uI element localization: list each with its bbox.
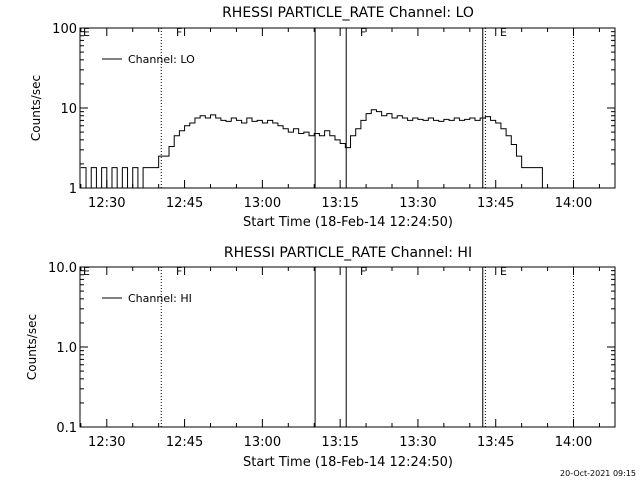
hi-flag-labels: E F F E: [83, 265, 507, 278]
x-tick-label: 12:30: [88, 196, 125, 211]
hi-ticks: 12:30 12:45 13:00 13:15 13:30 13:45 14:00 0.1 1.…: [48, 261, 615, 450]
lo-series: [80, 109, 553, 189]
hi-legend: Channel: HI: [102, 292, 192, 305]
lo-legend: Channel: LO: [102, 53, 195, 66]
hi-flag-f-1: F: [176, 265, 182, 278]
x-tick-label: 13:15: [321, 435, 358, 450]
y-tick-label: 0.1: [56, 421, 77, 436]
hi-chart-title: RHESSI PARTICLE_RATE Channel: HI: [224, 245, 472, 261]
hi-legend-label: Channel: HI: [128, 292, 192, 305]
hi-flag-f-2: F: [360, 265, 366, 278]
lo-ticks: 12:30 12:45 13:00 13:15 13:30 13:45 14:00 1 10 10…: [52, 22, 615, 211]
x-tick-label: 14:00: [555, 435, 592, 450]
x-tick-label: 13:30: [399, 435, 436, 450]
x-tick-label: 12:30: [88, 435, 125, 450]
lo-legend-label: Channel: LO: [128, 53, 195, 66]
x-tick-label: 13:30: [399, 196, 436, 211]
lo-chart-title: RHESSI PARTICLE_RATE Channel: LO: [222, 5, 474, 21]
lo-flag-f-2: F: [360, 26, 366, 39]
x-tick-label: 13:00: [244, 435, 281, 450]
y-tick-label: 1: [69, 182, 77, 197]
lo-plot-frame: [79, 27, 616, 189]
x-tick-label: 13:45: [477, 435, 514, 450]
lo-y-axis-label: Counts/sec: [29, 75, 43, 141]
y-tick-label: 1.0: [56, 341, 77, 356]
hi-flag-e-end: E: [500, 265, 507, 278]
hi-flag-e-start: E: [83, 265, 90, 278]
y-tick-label: 100: [52, 22, 77, 37]
hi-y-axis-label: Counts/sec: [25, 314, 39, 380]
hi-plot-frame: [79, 266, 616, 428]
lo-channel-panel: RHESSI PARTICLE_RATE Channel: LO 12:30 12…: [29, 5, 616, 230]
x-tick-label: 12:45: [166, 435, 203, 450]
y-tick-label: 10: [60, 102, 77, 117]
lo-flag-e-end: E: [500, 26, 507, 39]
lo-event-markers: [160, 28, 575, 188]
lo-x-axis-label: Start Time (18-Feb-14 12:24:50): [243, 215, 453, 230]
generation-timestamp: 20-Oct-2021 09:15: [560, 469, 636, 478]
x-tick-label: 14:00: [555, 196, 592, 211]
hi-event-markers: [160, 267, 575, 427]
lo-flag-labels: E F F E: [83, 26, 507, 39]
x-tick-label: 13:15: [321, 196, 358, 211]
series-line: [80, 109, 553, 189]
x-tick-label: 13:45: [477, 196, 514, 211]
lo-flag-e-start: E: [83, 26, 90, 39]
x-tick-label: 13:00: [244, 196, 281, 211]
hi-channel-panel: RHESSI PARTICLE_RATE Channel: HI 12:30 12…: [25, 245, 616, 470]
x-tick-label: 12:45: [166, 196, 203, 211]
hi-x-axis-label: Start Time (18-Feb-14 12:24:50): [243, 455, 453, 470]
lo-flag-f-1: F: [176, 26, 182, 39]
y-tick-label: 10.0: [48, 261, 77, 276]
